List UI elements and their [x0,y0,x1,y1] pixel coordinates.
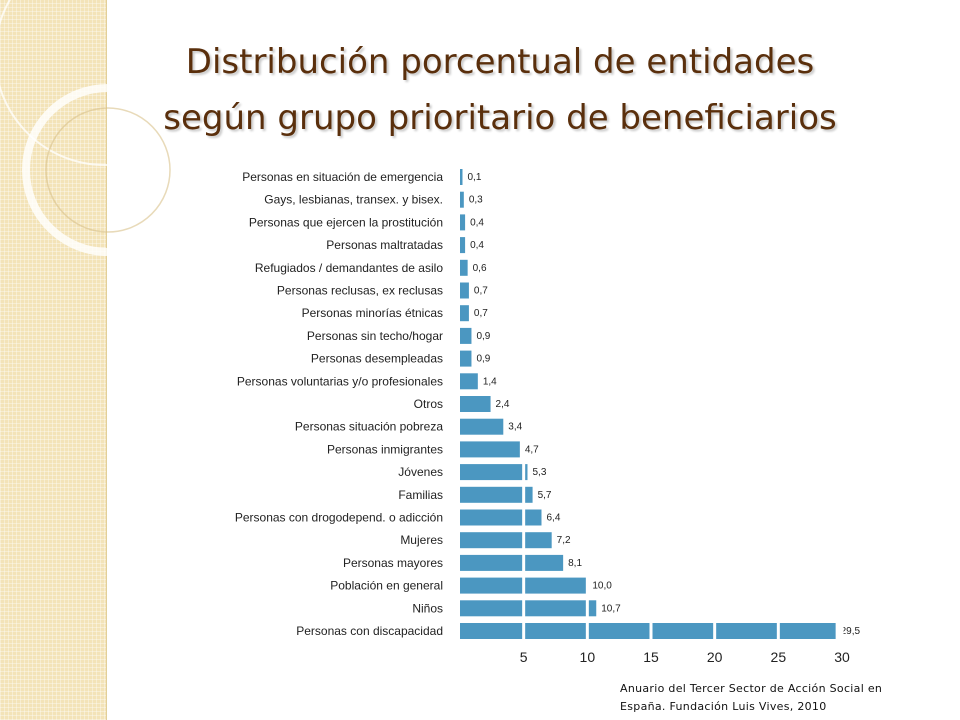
source-line-2: España. Fundación Luis Vives, 2010 [620,700,827,713]
category-label: Mujeres [400,533,443,547]
category-label: Personas sin techo/hogar [307,329,443,343]
category-label: Personas situación pobreza [295,420,443,434]
page-title-line-2: según grupo prioritario de beneficiarios [163,98,837,138]
value-label: 29,5 [841,626,861,637]
x-tick-label: 30 [834,649,850,665]
bar [460,373,478,390]
x-tick-label: 20 [707,649,723,665]
x-tick-label: 10 [580,649,596,665]
category-label: Población en general [330,579,443,593]
page-title: Distribución porcentual de entidades seg… [60,34,940,146]
bar [460,237,466,254]
value-label: 0,6 [473,263,487,274]
value-label: 4,7 [525,444,539,455]
source-note: Anuario del Tercer Sector de Acción Soci… [620,680,920,716]
bar [460,191,464,208]
value-label: 0,7 [474,286,488,297]
x-tick-label: 15 [643,649,659,665]
bar [460,396,491,412]
bar [460,418,504,435]
category-label: Otros [414,397,443,411]
value-label: 10,7 [601,603,621,614]
bar [460,350,472,367]
category-label: Personas desempleadas [311,352,443,366]
value-label: 0,3 [469,195,483,206]
category-label: Personas mayores [343,556,443,570]
category-label: Familias [398,488,443,502]
bar [460,214,466,231]
value-label: 0,1 [468,172,482,183]
value-label: 3,4 [508,422,522,433]
category-label: Personas reclusas, ex reclusas [277,284,443,298]
category-label: Refugiados / demandantes de asilo [255,261,443,275]
value-label: 8,1 [568,558,582,569]
x-tick-label: 5 [520,649,528,665]
bar [460,623,836,639]
value-label: 2,4 [496,399,510,410]
category-label: Personas maltratadas [326,238,443,252]
bar [460,305,469,322]
value-label: 0,4 [470,240,484,251]
source-line-1: Anuario del Tercer Sector de Acción Soci… [620,682,883,695]
value-label: 0,7 [474,308,488,319]
category-label: Personas inmigrantes [327,442,443,456]
bar [460,509,542,526]
value-label: 5,3 [532,467,546,478]
bar [460,532,552,549]
value-label: 1,4 [483,376,497,387]
value-label: 0,4 [470,217,484,228]
bar [460,282,469,299]
category-label: Niños [412,601,443,615]
bar [460,464,528,481]
category-label: Personas con drogodepend. o adicción [235,511,443,525]
category-label: Personas minorías étnicas [302,306,443,320]
bar [460,441,520,458]
value-label: 5,7 [538,490,552,501]
x-tick-label: 25 [771,649,787,665]
value-label: 0,9 [476,354,490,365]
bar [460,259,468,276]
category-label: Personas en situación de emergencia [242,170,443,184]
value-label: 0,9 [476,331,490,342]
category-label: Personas voluntarias y/o profesionales [237,374,443,388]
value-label: 7,2 [557,535,571,546]
bar [460,486,533,503]
bar [460,600,597,617]
value-label: 6,4 [546,513,560,524]
category-label: Jóvenes [398,465,443,479]
category-label: Personas con discapacidad [296,624,443,638]
bar [460,169,463,185]
category-label: Gays, lesbianas, transex. y bisex. [264,193,443,207]
value-label: 10,0 [592,581,612,592]
bar [460,554,564,571]
page-title-line-1: Distribución porcentual de entidades [185,42,815,82]
category-label: Personas que ejercen la prostitución [249,215,443,229]
bar [460,327,472,344]
